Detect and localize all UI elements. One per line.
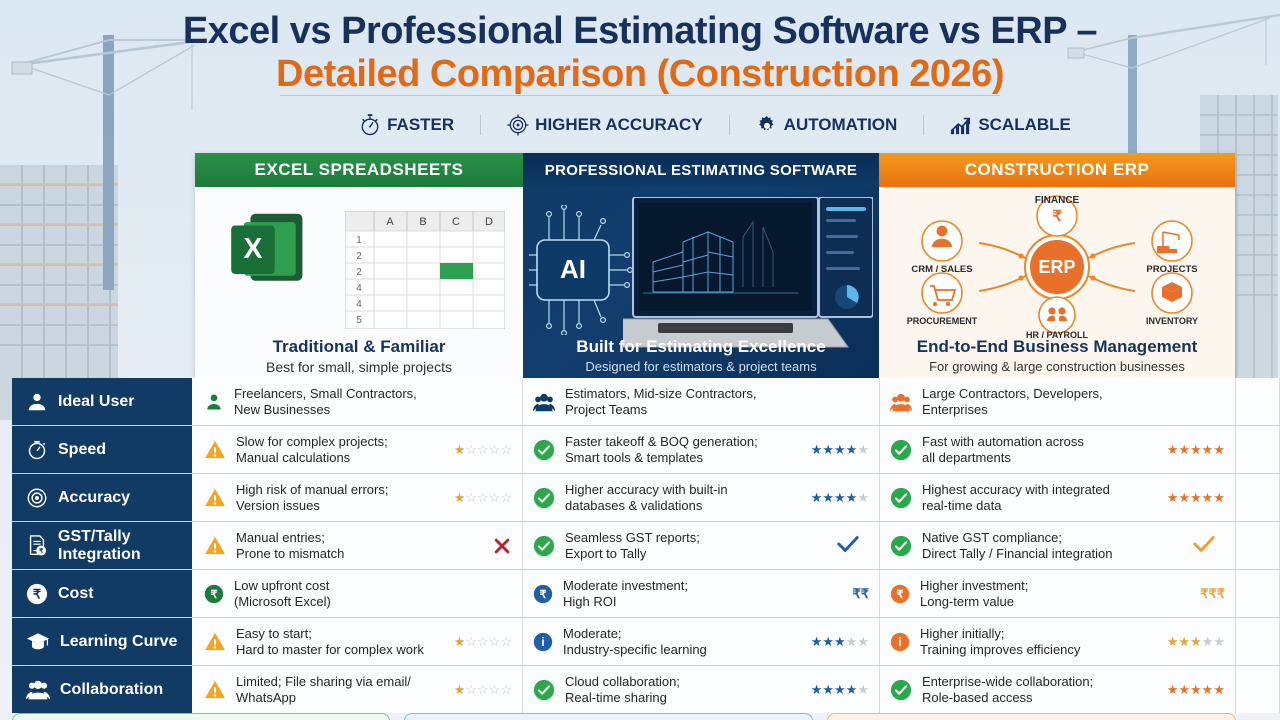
svg-text:ERP: ERP xyxy=(1038,257,1075,277)
svg-text:PROCUREMENT: PROCUREMENT xyxy=(907,316,978,326)
svg-text:B: B xyxy=(419,216,426,228)
svg-text:i: i xyxy=(898,636,901,649)
svg-text:INVENTORY: INVENTORY xyxy=(1146,316,1198,326)
svg-text:₹: ₹ xyxy=(1052,208,1062,225)
svg-text:A: A xyxy=(386,216,394,228)
svg-text:₹: ₹ xyxy=(897,589,904,601)
svg-text:₹: ₹ xyxy=(33,586,42,601)
svg-text:C: C xyxy=(452,216,460,228)
svg-text:D: D xyxy=(485,216,493,228)
svg-text:₹: ₹ xyxy=(39,548,43,555)
svg-text:2: 2 xyxy=(356,251,362,262)
svg-text:i: i xyxy=(541,636,544,649)
svg-text:₹: ₹ xyxy=(211,589,218,601)
svg-text:4: 4 xyxy=(356,283,362,294)
svg-text:4: 4 xyxy=(356,299,362,310)
svg-text:₹: ₹ xyxy=(540,589,547,601)
svg-text:X: X xyxy=(243,233,262,265)
svg-text:AI: AI xyxy=(560,254,586,284)
svg-text:FINANCE: FINANCE xyxy=(1035,195,1080,206)
svg-text:1: 1 xyxy=(356,235,362,246)
svg-text:2: 2 xyxy=(356,267,362,278)
svg-text:5: 5 xyxy=(356,315,362,326)
